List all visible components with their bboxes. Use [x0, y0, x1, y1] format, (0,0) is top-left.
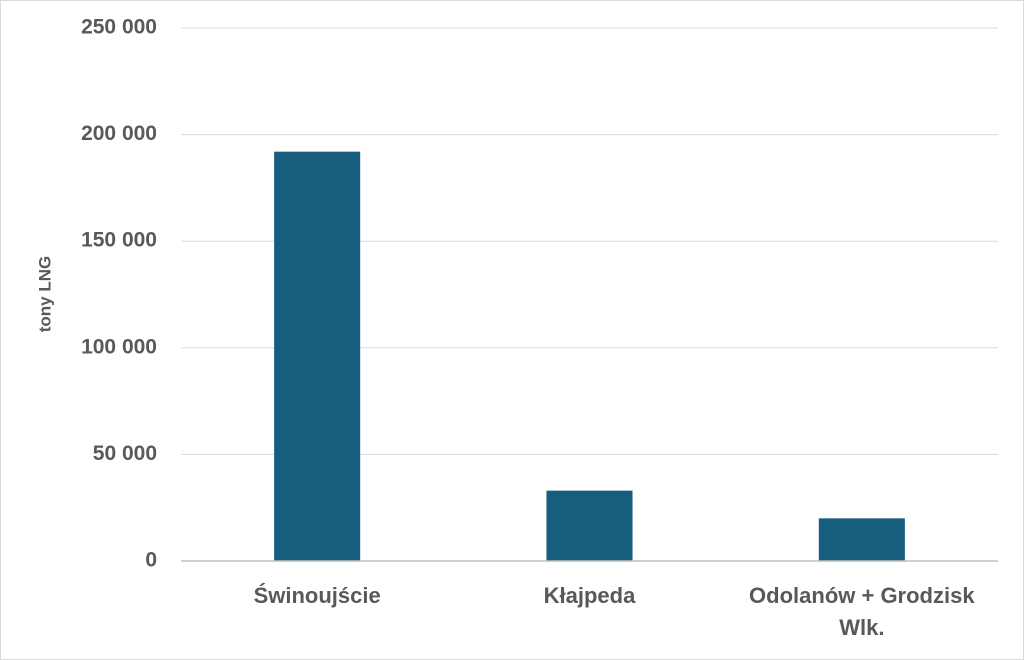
y-axis-label: tony LNG — [35, 256, 54, 333]
y-tick-label: 0 — [145, 549, 157, 572]
bar — [546, 490, 633, 561]
bar — [274, 151, 361, 561]
x-tick-label: Kłajpeda — [543, 583, 636, 608]
bar — [818, 518, 905, 561]
y-tick-label: 50 000 — [93, 442, 157, 465]
y-tick-label: 250 000 — [81, 16, 157, 39]
y-tick-label: 100 000 — [81, 335, 157, 358]
y-tick-label: 150 000 — [81, 229, 157, 252]
x-tick-label: Świnoujście — [253, 583, 381, 608]
x-tick-label: Odolanów + Grodzisk Wlk. — [749, 583, 975, 640]
y-tick-label: 200 000 — [81, 122, 157, 145]
